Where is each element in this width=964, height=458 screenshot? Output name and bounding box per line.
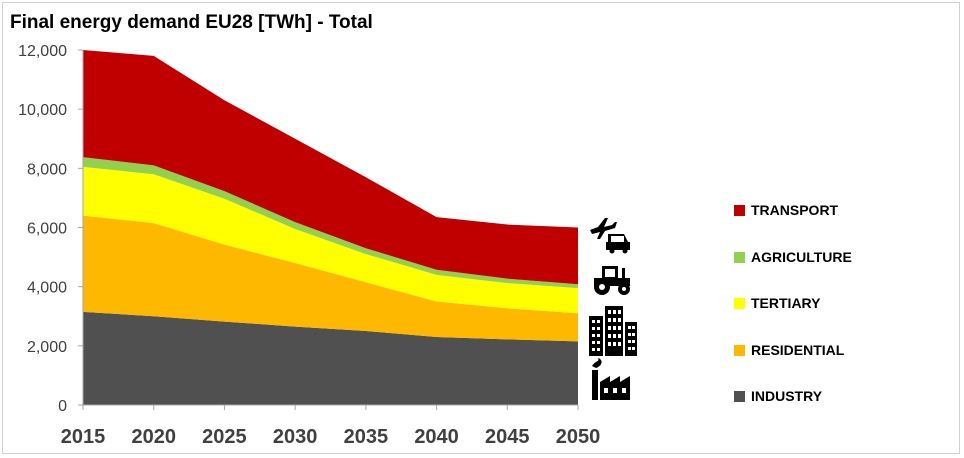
- y-tick-label: 10,000: [18, 102, 67, 119]
- legend-item-tertiary: TERTIARY: [734, 293, 820, 313]
- plane-car-icon: [590, 218, 630, 254]
- tractor-icon: [594, 266, 630, 295]
- buildings-icon: [589, 306, 637, 356]
- legend-swatch: [734, 297, 745, 309]
- area-agriculture: [83, 157, 578, 289]
- x-tick-label: 2020: [131, 426, 176, 448]
- y-tick-label: 4,000: [27, 280, 67, 297]
- area-industry: [83, 311, 578, 405]
- y-tick-label: 6,000: [27, 221, 67, 238]
- x-tick-label: 2040: [414, 426, 459, 448]
- legend-swatch: [734, 251, 745, 263]
- legend-swatch: [734, 390, 745, 402]
- area-residential: [83, 215, 578, 342]
- legend-label: TRANSPORT: [751, 202, 839, 218]
- area-transport: [83, 50, 578, 285]
- x-tick-label: 2045: [485, 426, 530, 448]
- legend-label: TERTIARY: [751, 295, 821, 311]
- area-tertiary: [83, 166, 578, 314]
- legend-label: INDUSTRY: [751, 388, 823, 404]
- y-tick-label: 8,000: [27, 161, 67, 178]
- legend-label: RESIDENTIAL: [751, 342, 845, 358]
- x-tick-label: 2025: [202, 426, 247, 448]
- y-tick-label: 2,000: [27, 339, 67, 356]
- chart-title: Final energy demand EU28 [TWh] - Total: [10, 12, 373, 33]
- legend-item-transport: TRANSPORT: [734, 200, 838, 220]
- y-tick-label: 0: [58, 398, 67, 415]
- legend-swatch: [734, 204, 745, 216]
- x-tick-label: 2035: [344, 426, 389, 448]
- x-tick-label: 2050: [556, 426, 601, 448]
- legend-item-residential: RESIDENTIAL: [734, 340, 844, 360]
- y-tick-label: 12,000: [18, 43, 67, 60]
- legend-label: AGRICULTURE: [751, 249, 852, 265]
- factory-icon: [592, 358, 630, 400]
- x-tick-label: 2030: [273, 426, 318, 448]
- legend-item-industry: INDUSTRY: [734, 386, 822, 406]
- legend-item-agriculture: AGRICULTURE: [734, 247, 852, 267]
- x-tick-label: 2015: [61, 426, 106, 448]
- legend-swatch: [734, 344, 745, 356]
